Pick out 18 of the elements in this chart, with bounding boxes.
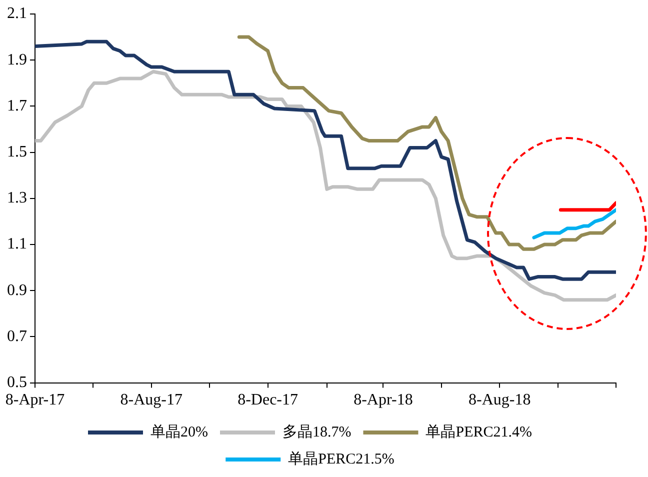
y-tick-label: 1.1: [7, 236, 27, 253]
legend-label: 多晶18.7%: [282, 423, 352, 440]
x-tick-label: 8-Aug-17: [120, 392, 182, 409]
x-tick-label: 8-Apr-18: [354, 392, 413, 409]
legend-label: 单晶20%: [150, 423, 208, 440]
y-tick-label: 2.1: [7, 5, 27, 22]
y-tick-label: 1.5: [7, 144, 27, 161]
y-tick-label: 1.3: [7, 190, 27, 207]
y-tick-label: 1.9: [7, 51, 27, 68]
y-tick-label: 0.7: [7, 328, 27, 345]
x-tick-label: 8-Apr-17: [5, 392, 65, 409]
x-tick-label: 8-Aug-18: [468, 392, 531, 409]
legend-label: 单晶PERC21.4%: [426, 423, 532, 440]
y-tick-label: 0.5: [7, 374, 27, 392]
y-tick-label: 0.9: [7, 282, 27, 299]
y-tick-label: 1.7: [7, 97, 27, 114]
legend-label: 单晶PERC21.5%: [288, 450, 394, 468]
x-tick-label: 8-Dec-17: [238, 392, 298, 409]
